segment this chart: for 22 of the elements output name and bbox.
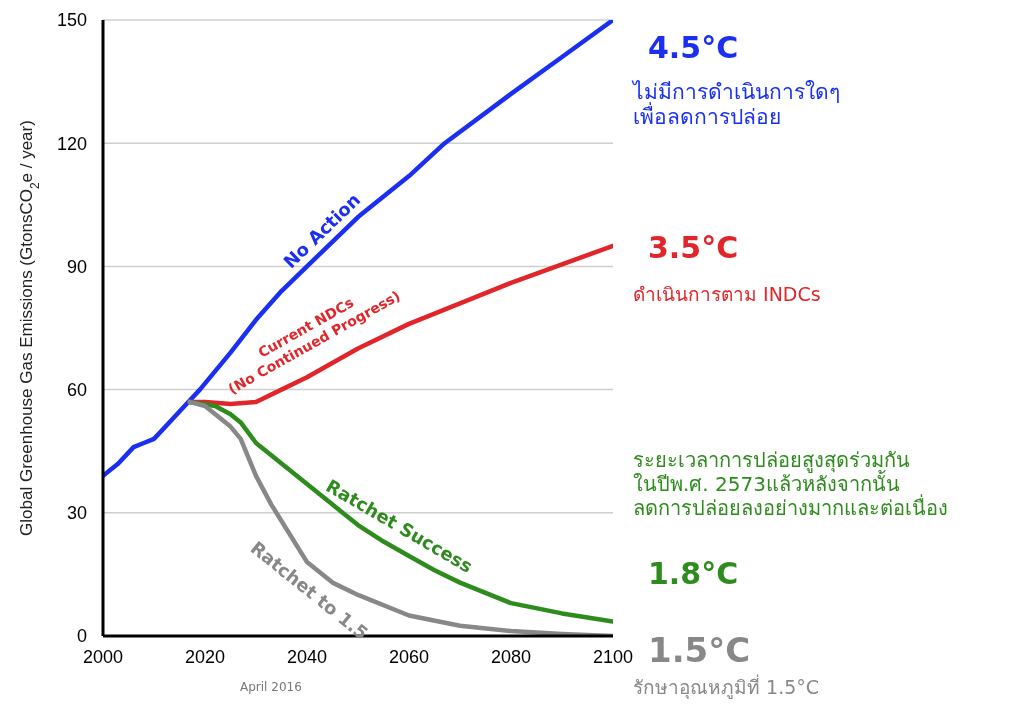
y-tick-label: 30 xyxy=(66,503,87,524)
x-tick-label: 2020 xyxy=(184,646,226,667)
text: ดำเนินการตาม INDCs xyxy=(633,283,821,306)
x-tick-label: 2000 xyxy=(82,646,124,667)
y-tick-label: 90 xyxy=(66,256,87,277)
x-tick-label: 2080 xyxy=(490,646,532,667)
text: 1.8°C xyxy=(648,556,739,592)
x-tick-label: 2100 xyxy=(592,646,634,667)
y-tick-label: 120 xyxy=(56,133,87,154)
x-tick-label: 2040 xyxy=(286,646,328,667)
text: 1.5°C xyxy=(648,630,751,671)
text: April 2016 xyxy=(240,680,302,695)
text: 3.5°C xyxy=(648,230,739,266)
x-tick-label: 2060 xyxy=(388,646,430,667)
text: ระยะเวลาการปล่อยสูงสุดร่วมกัน ในปีพ.ศ. 2573แล้วหลังจากนั้น ลดการปล่อยลงอย่างมากและต่อเนื่อง xyxy=(633,448,948,520)
text: ไม่มีการดำเนินการใดๆ เพื่อลดการปล่อย xyxy=(633,80,840,131)
text: 4.5°C xyxy=(648,30,739,66)
y-tick-label: 150 xyxy=(56,10,87,31)
y-tick-label: 60 xyxy=(66,379,87,400)
text: รักษาอุณหภูมิที่ 1.5°C xyxy=(633,676,820,699)
y-tick-label: 0 xyxy=(76,626,87,647)
line-series xyxy=(103,20,613,479)
